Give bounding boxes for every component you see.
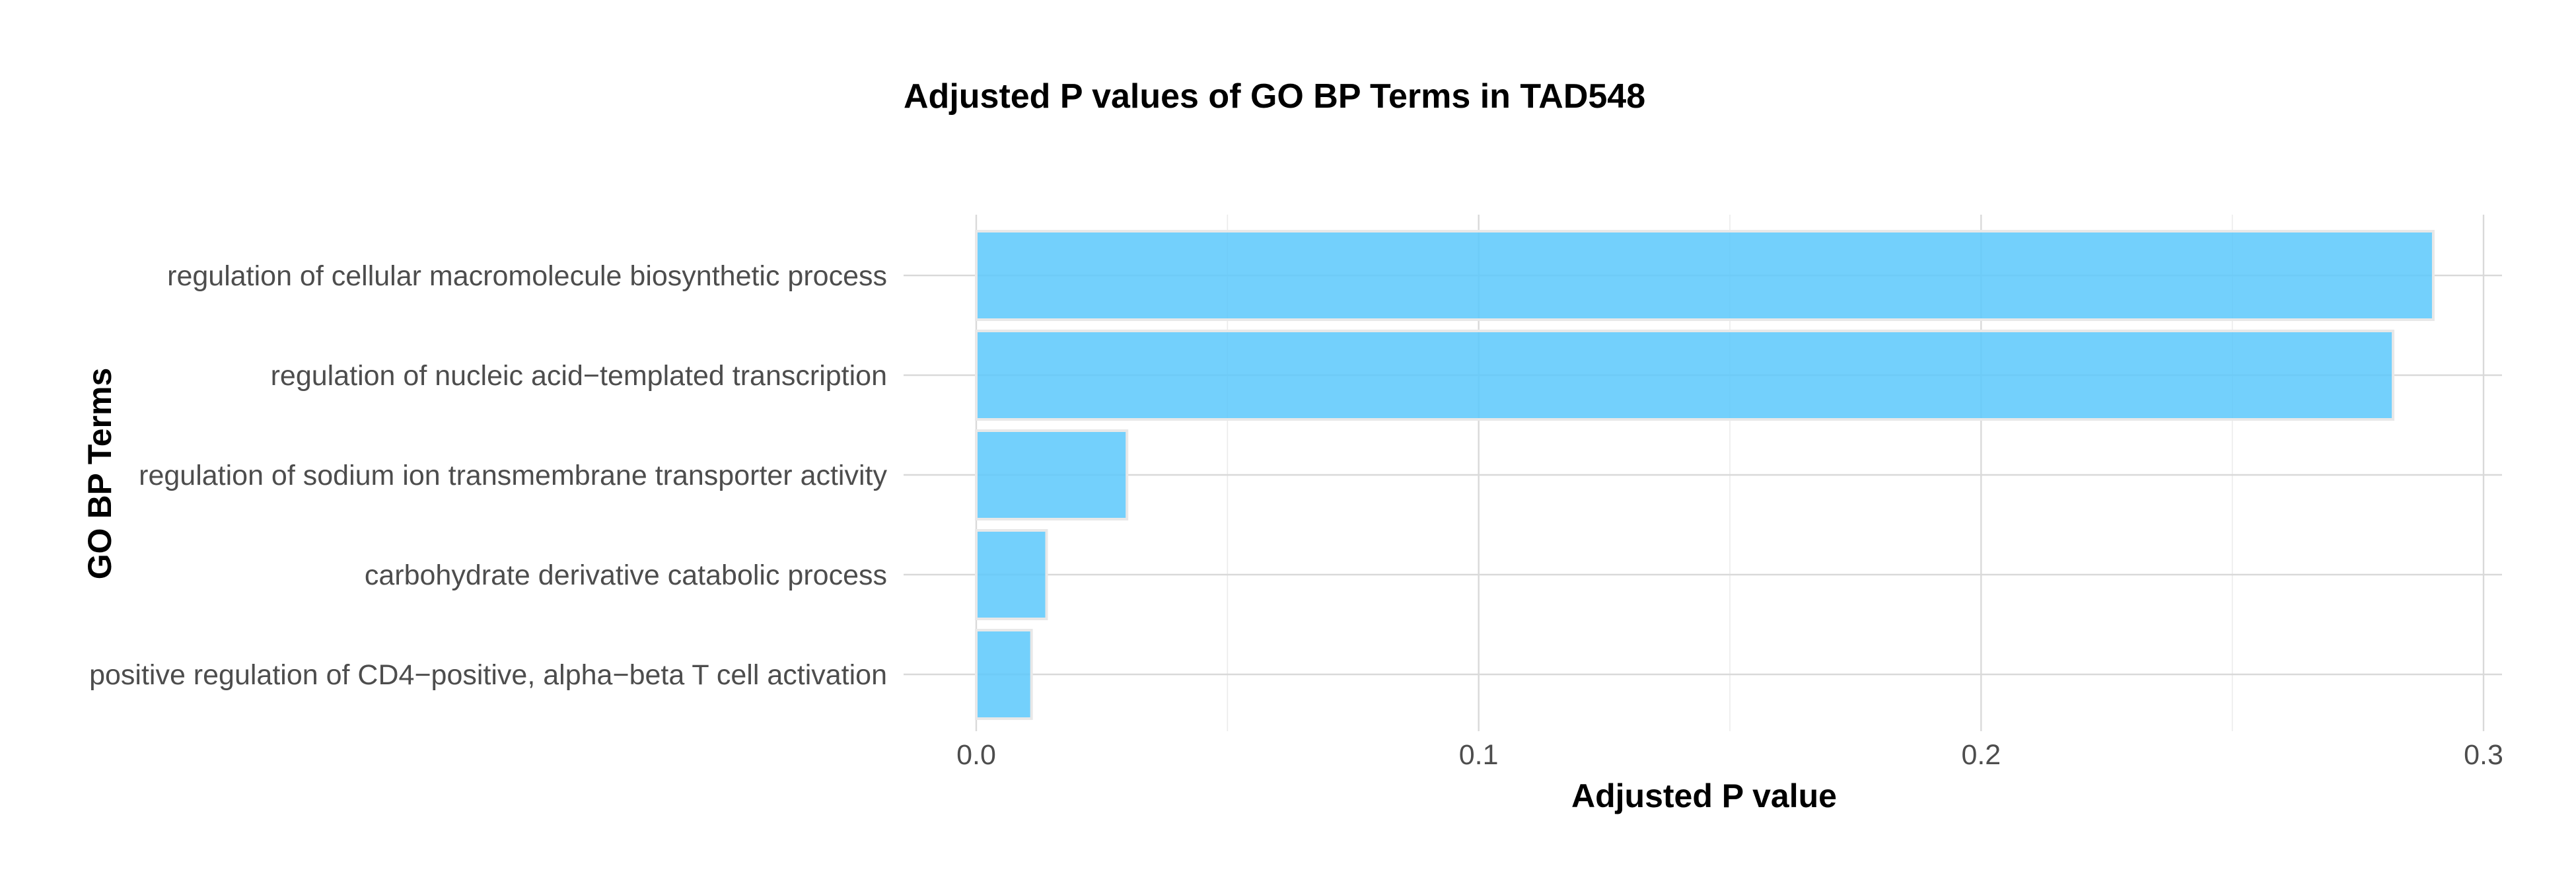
bar (975, 529, 1048, 620)
y-tick-label: regulation of nucleic acid−templated tra… (271, 360, 887, 392)
bar-layer (975, 230, 2435, 720)
x-axis-title: Adjusted P value (1571, 777, 1837, 814)
y-tick-label: positive regulation of CD4−positive, alp… (89, 659, 887, 691)
y-axis-title: GO BP Terms (81, 368, 118, 579)
bar (975, 429, 1129, 520)
bar (975, 629, 1033, 720)
x-tick-label: 0.1 (1459, 739, 1499, 771)
y-tick-label: regulation of sodium ion transmembrane t… (139, 460, 887, 491)
x-tick-label: 0.2 (1961, 739, 2001, 771)
bar (975, 330, 2395, 421)
x-tick-label: 0.3 (2464, 739, 2503, 771)
tick-layer: regulation of cellular macromolecule bio… (89, 260, 2503, 771)
y-tick-label: carbohydrate derivative catabolic proces… (365, 559, 887, 591)
bar (975, 230, 2435, 321)
y-tick-label: regulation of cellular macromolecule bio… (167, 260, 887, 292)
chart-title: Adjusted P values of GO BP Terms in TAD5… (904, 77, 1645, 116)
x-tick-label: 0.0 (956, 739, 996, 771)
